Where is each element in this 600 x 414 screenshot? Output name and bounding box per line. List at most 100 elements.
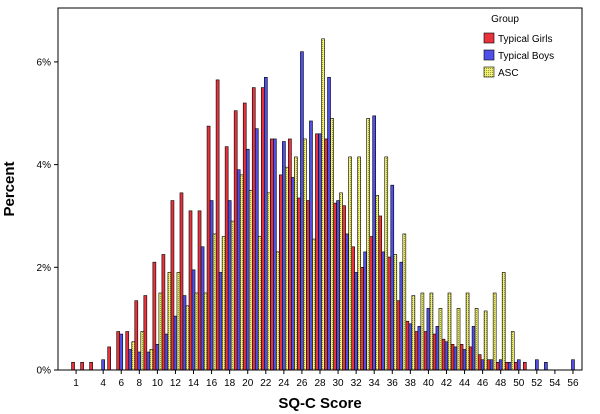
bar-typical-girls-50	[513, 361, 518, 371]
bar-typical-boys-44	[462, 349, 467, 371]
bar-typical-boys-47	[489, 359, 494, 371]
bar-typical-girls-16	[206, 125, 211, 371]
bar-typical-boys-49	[507, 361, 512, 371]
bar-typical-girls-7	[125, 331, 130, 371]
bar-typical-girls-5	[107, 346, 112, 371]
bar-asc-34	[375, 195, 380, 371]
bar-typical-boys-18	[227, 200, 232, 371]
bar-typical-boys-24	[282, 141, 286, 371]
bar-typical-girls-14	[188, 210, 193, 371]
bar-typical-boys-9	[146, 351, 151, 371]
bar-typical-boys-7	[128, 349, 133, 371]
x-tick-label: 34	[369, 378, 381, 389]
bar-typical-girls-39	[414, 331, 419, 371]
bar-typical-girls-37	[396, 300, 401, 371]
bar-typical-boys-41	[435, 326, 440, 371]
bar-typical-girls-45	[468, 346, 473, 371]
bar-asc-30	[339, 192, 343, 371]
bar-typical-girls-23	[270, 138, 274, 371]
bar-typical-boys-35	[381, 251, 386, 371]
bar-typical-girls-41	[432, 333, 437, 371]
bar-typical-girls-32	[351, 246, 355, 371]
y-tick-label: 6%	[37, 57, 52, 68]
bar-typical-girls-26	[297, 197, 301, 371]
legend-label-typical-boys: Typical Boys	[498, 51, 554, 62]
bar-typical-boys-13	[182, 295, 187, 371]
legend-label-typical-girls: Typical Girls	[498, 34, 552, 45]
bar-asc-46	[483, 310, 488, 371]
x-tick-label: 1	[73, 378, 79, 389]
bar-asc-13	[185, 305, 190, 371]
bar-typical-boys-31	[345, 233, 349, 371]
bar-asc-41	[438, 308, 443, 371]
bar-typical-girls-27	[306, 200, 310, 371]
bar-asc-49	[510, 331, 515, 371]
bar-typical-boys-11	[164, 333, 169, 371]
bar-typical-boys-10	[155, 344, 160, 371]
bar-asc-33	[366, 118, 370, 371]
bar-typical-boys-28	[318, 133, 322, 371]
x-tick-label: 4	[100, 378, 106, 389]
bar-typical-girls-34	[369, 236, 374, 371]
bar-typical-girls-49	[504, 361, 509, 371]
bar-typical-boys-29	[327, 77, 331, 371]
legend-title: Group	[491, 14, 519, 25]
bar-asc-37	[402, 233, 407, 371]
x-tick-label: 8	[137, 378, 143, 389]
bar-asc-29	[330, 118, 334, 371]
legend: Group Typical Girls Typical Boys ASC	[483, 14, 554, 79]
bar-asc-14	[194, 292, 199, 371]
bar-typical-girls-12	[170, 200, 175, 371]
bar-typical-girls-19	[233, 110, 238, 371]
x-tick-label: 40	[423, 378, 435, 389]
bar-typical-boys-33	[363, 251, 367, 371]
x-tick-label: 52	[531, 378, 543, 389]
bar-typical-boys-39	[417, 326, 422, 371]
bar-typical-boys-21	[254, 128, 259, 371]
bar-typical-boys-32	[354, 272, 358, 371]
bar-typical-girls-29	[324, 138, 328, 371]
bar-typical-girls-40	[423, 331, 428, 371]
legend-swatch-asc	[483, 66, 495, 78]
bar-typical-boys-48	[498, 359, 503, 371]
bar-typical-boys-15	[200, 246, 205, 371]
x-tick-label: 50	[513, 378, 525, 389]
bar-typical-boys-20	[245, 148, 250, 371]
bar-asc-19	[239, 174, 244, 371]
bar-asc-27	[312, 238, 316, 371]
bar-typical-boys-50	[516, 359, 521, 371]
legend-label-asc: ASC	[498, 68, 519, 79]
x-tick-label: 16	[206, 378, 218, 389]
bar-typical-boys-40	[426, 308, 431, 371]
bar-typical-boys-26	[300, 51, 304, 371]
bar-typical-girls-43	[450, 344, 455, 371]
bar-asc-16	[212, 233, 217, 371]
legend-swatch-typical-boys	[483, 49, 495, 61]
x-tick-label: 36	[387, 378, 399, 389]
x-tick-label: 24	[278, 378, 290, 389]
bar-typical-boys-16	[209, 200, 214, 371]
bar-asc-38	[411, 295, 416, 371]
bar-asc-7	[131, 341, 136, 371]
y-tick-label: 0%	[37, 366, 52, 377]
bar-asc-15	[203, 292, 208, 371]
bar-asc-36	[393, 254, 398, 371]
bar-typical-girls-1	[71, 361, 75, 371]
x-tick-label: 20	[242, 378, 254, 389]
legend-swatch-typical-girls	[483, 32, 495, 44]
x-tick-label: 18	[224, 378, 236, 389]
bar-asc-26	[303, 138, 307, 371]
bar-typical-girls-30	[333, 202, 337, 371]
bar-asc-22	[266, 192, 271, 371]
x-axis: 1 4 6 8 10 12 14 16 18 20 22 24 26 28 30 32 34 36 38 40 42 44…	[73, 370, 579, 389]
bar-typical-boys-53	[544, 361, 548, 371]
bar-typical-girls-47	[486, 359, 491, 371]
x-tick-label: 22	[260, 378, 272, 389]
bar-asc-8	[140, 331, 145, 371]
bar-typical-girls-38	[405, 320, 410, 371]
bar-typical-girls-31	[342, 205, 346, 371]
x-tick-label: 26	[296, 378, 308, 389]
x-tick-label: 32	[351, 378, 363, 389]
bar-asc-9	[149, 349, 154, 371]
x-tick-label: 42	[441, 378, 453, 389]
